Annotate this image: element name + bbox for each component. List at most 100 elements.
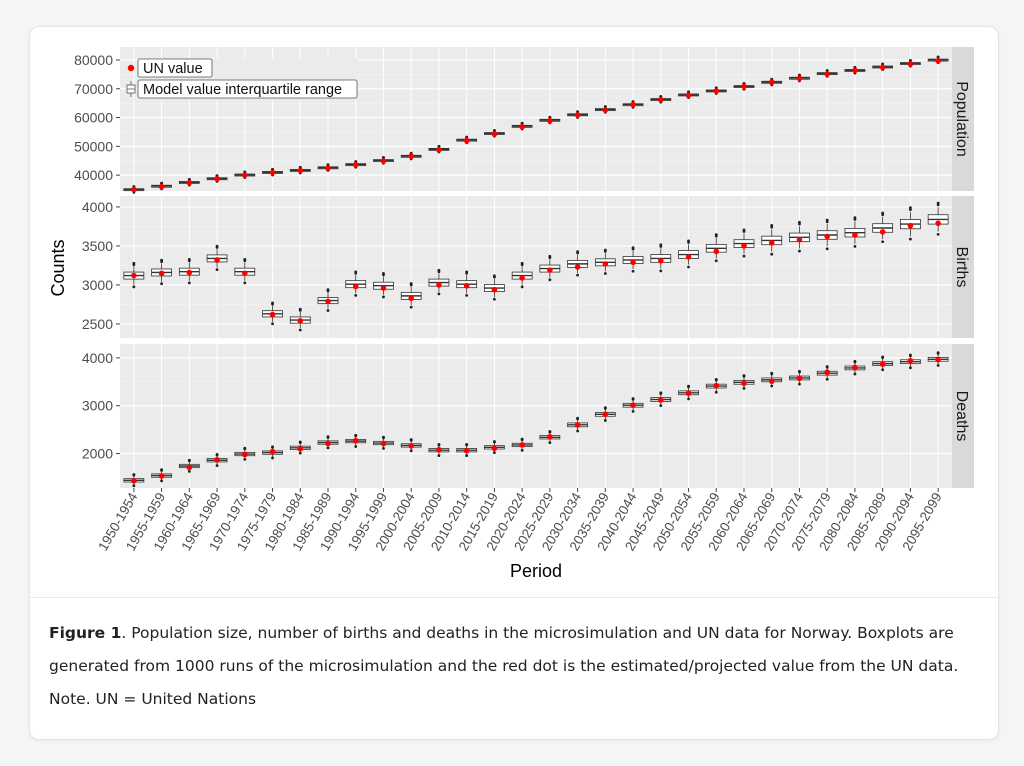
- box-2080-2084: [844, 216, 866, 248]
- un-value-point: [325, 165, 331, 172]
- outlier-point: [326, 309, 330, 312]
- facet-label-births: Births: [953, 247, 970, 288]
- outlier-point: [493, 297, 496, 301]
- box-1950-1954: [123, 185, 145, 194]
- un-value-point: [935, 58, 941, 64]
- outlier-point: [160, 282, 164, 286]
- legend-label-un-value: UN value: [143, 61, 203, 77]
- outlier-point: [853, 372, 857, 376]
- box-1960-1964: [178, 177, 200, 187]
- outlier-point: [382, 156, 385, 159]
- un-value-point: [768, 79, 775, 85]
- outlier-point: [548, 441, 552, 445]
- un-value-point: [186, 179, 193, 186]
- outlier-point: [798, 249, 801, 253]
- outlier-point: [631, 397, 635, 400]
- box-2040-2044: [622, 397, 644, 413]
- facet-strip: [952, 47, 974, 191]
- y-tick-label: 4000: [82, 199, 113, 215]
- legend: UN value Model value interquartile range: [126, 58, 358, 100]
- box-1950-1954: [123, 473, 145, 488]
- outlier-point: [132, 285, 136, 289]
- box-2030-2034: [567, 250, 588, 277]
- box-2040-2044: [622, 246, 644, 273]
- box-2065-2069: [761, 224, 783, 256]
- outlier-point: [437, 268, 441, 272]
- box-2070-2074: [789, 369, 810, 386]
- box-1975-1979: [262, 301, 283, 326]
- outlier-point: [409, 282, 413, 285]
- y-tick-label: 60000: [74, 110, 113, 126]
- outlier-point: [603, 248, 607, 252]
- un-value-point: [158, 183, 165, 190]
- outlier-point: [714, 390, 718, 394]
- outlier-point: [714, 259, 718, 263]
- outlier-point: [465, 454, 469, 457]
- box-2065-2069: [761, 77, 783, 87]
- un-value-point: [796, 236, 803, 243]
- y-tick-label: 50000: [74, 138, 113, 154]
- un-value-point: [602, 261, 609, 267]
- box-1970-1974: [234, 257, 256, 285]
- box-2095-2099: [927, 351, 949, 367]
- un-value-point: [630, 259, 636, 266]
- outlier-point: [770, 384, 774, 388]
- un-value-point: [408, 443, 415, 449]
- outlier-point: [631, 269, 635, 273]
- outlier-point: [936, 351, 940, 355]
- caption-divider: [30, 597, 998, 598]
- figure-area: 40000 50000 60000 70000 80000 Population 2500 3…: [30, 27, 998, 597]
- box-2015-2019: [484, 274, 505, 301]
- box-2035-2039: [594, 406, 616, 422]
- outlier-point: [659, 269, 663, 273]
- outlier-point: [881, 355, 885, 359]
- box-1965-1969: [206, 174, 228, 183]
- outlier-point: [936, 364, 940, 367]
- box-2030-2034: [567, 416, 588, 433]
- panel-background: [120, 344, 952, 488]
- box-2050-2054: [678, 239, 699, 269]
- outlier-point: [298, 328, 302, 332]
- outlier-point: [603, 406, 607, 410]
- outlier-point: [520, 448, 524, 452]
- un-value-point: [630, 402, 636, 409]
- un-value-point: [131, 272, 137, 279]
- un-value-point: [935, 220, 941, 227]
- outlier-point: [881, 62, 885, 66]
- outlier-point: [382, 446, 385, 450]
- box-1980-1984: [289, 165, 311, 175]
- box-1970-1974: [234, 446, 256, 461]
- un-value-point: [131, 186, 137, 193]
- un-value-point: [380, 440, 387, 447]
- outlier-point: [798, 382, 801, 386]
- box-2060-2064: [733, 82, 755, 91]
- outlier-point: [160, 181, 164, 185]
- box-2090-2094: [900, 353, 921, 370]
- outlier-point: [770, 224, 774, 227]
- outlier-point: [520, 121, 524, 125]
- un-value-point: [935, 356, 941, 363]
- box-1995-1999: [373, 435, 394, 450]
- outlier-point: [493, 274, 496, 278]
- outlier-point: [825, 218, 829, 222]
- facet-label-population: Population: [953, 81, 970, 157]
- box-2005-2009: [428, 144, 450, 154]
- box-2000-2004: [400, 438, 422, 453]
- outlier-point: [548, 430, 552, 433]
- outlier-point: [548, 254, 552, 258]
- box-2025-2029: [539, 254, 561, 282]
- un-value-point: [713, 88, 720, 94]
- box-2075-2079: [816, 365, 838, 381]
- un-value-point: [741, 243, 747, 249]
- outlier-point: [825, 69, 829, 72]
- outlier-point: [687, 397, 690, 401]
- box-2045-2049: [650, 391, 672, 408]
- outlier-point: [437, 292, 441, 296]
- outlier-point: [714, 378, 718, 381]
- panel-population: 40000 50000 60000 70000 80000 Population: [74, 47, 974, 194]
- un-value-point: [685, 390, 692, 397]
- outlier-point: [271, 322, 274, 326]
- un-value-point: [879, 361, 886, 367]
- un-value-point: [131, 478, 137, 484]
- un-value-point: [297, 167, 304, 174]
